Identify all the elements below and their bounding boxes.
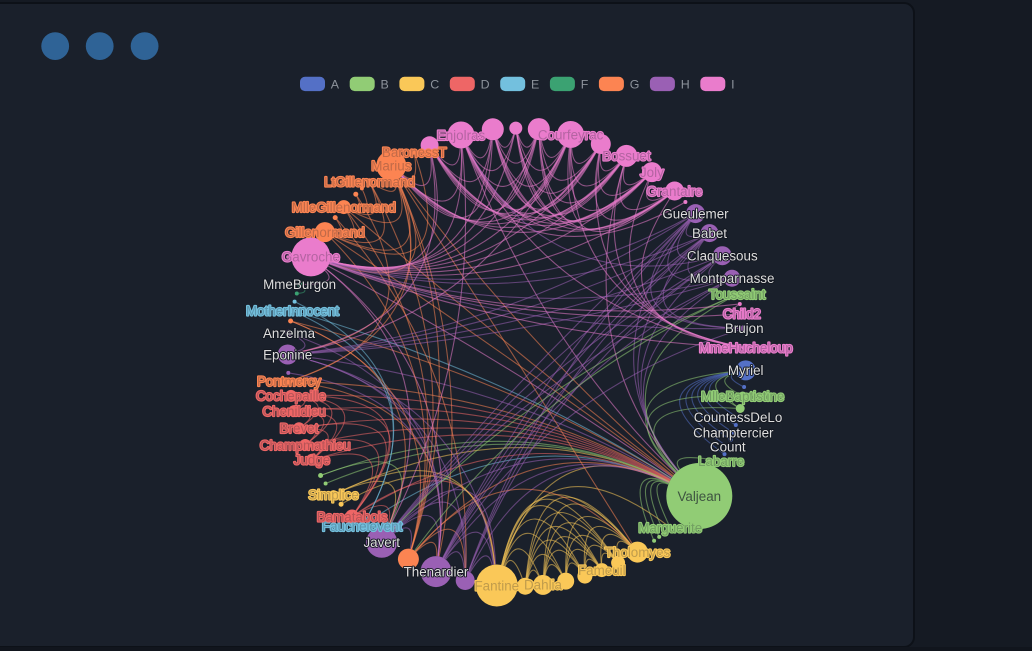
svg-text:Brevet: Brevet: [280, 421, 319, 436]
svg-text:A: A: [331, 78, 340, 92]
svg-text:Child2: Child2: [723, 307, 761, 322]
svg-text:Labarre: Labarre: [698, 454, 744, 469]
svg-text:H: H: [681, 78, 690, 92]
svg-text:Fauchelevent: Fauchelevent: [322, 519, 403, 534]
svg-text:Bossuet: Bossuet: [602, 149, 651, 164]
svg-text:Simplice: Simplice: [308, 487, 359, 502]
svg-text:Count: Count: [710, 440, 746, 455]
svg-text:Pontmercy: Pontmercy: [257, 374, 321, 389]
svg-text:Dahlia: Dahlia: [524, 578, 563, 593]
svg-text:MmeHucheloup: MmeHucheloup: [699, 341, 793, 356]
svg-text:B: B: [381, 78, 389, 92]
svg-text:Champtercier: Champtercier: [693, 425, 774, 440]
svg-text:Javert: Javert: [363, 535, 400, 550]
svg-text:Babet: Babet: [692, 226, 727, 241]
svg-text:Anzelma: Anzelma: [263, 326, 316, 341]
svg-text:Fameuil: Fameuil: [578, 563, 626, 578]
svg-text:Chenildieu: Chenildieu: [262, 404, 325, 419]
svg-text:C: C: [430, 78, 439, 92]
svg-text:Cochepaille: Cochepaille: [256, 389, 326, 404]
svg-text:MotherInnocent: MotherInnocent: [246, 304, 339, 319]
svg-text:Tholomyes: Tholomyes: [605, 545, 671, 560]
svg-text:Enjolras: Enjolras: [437, 128, 486, 143]
svg-text:Myriel: Myriel: [728, 363, 764, 378]
svg-text:Bamatabois: Bamatabois: [317, 509, 388, 524]
svg-text:Grantaire: Grantaire: [647, 184, 703, 199]
svg-text:D: D: [481, 78, 490, 92]
svg-text:Valjean: Valjean: [677, 489, 721, 504]
svg-text:Courfeyrac: Courfeyrac: [538, 127, 604, 142]
svg-text:CountessDeLo: CountessDeLo: [694, 410, 783, 425]
svg-text:Fantine: Fantine: [474, 578, 519, 593]
svg-text:E: E: [531, 78, 539, 92]
svg-text:MlleBaptistine: MlleBaptistine: [701, 389, 784, 404]
svg-text:Gavroche: Gavroche: [282, 250, 340, 265]
svg-text:BaronessT: BaronessT: [382, 145, 447, 160]
svg-text:I: I: [731, 78, 734, 92]
svg-text:Gueulemer: Gueulemer: [662, 206, 729, 221]
svg-text:Marguerite: Marguerite: [638, 520, 702, 535]
svg-text:Gillenormand: Gillenormand: [285, 225, 365, 240]
svg-text:F: F: [581, 78, 589, 92]
svg-text:Brujon: Brujon: [725, 321, 764, 336]
svg-text:Champmathieu: Champmathieu: [260, 438, 351, 453]
svg-text:LtGillenormand: LtGillenormand: [324, 175, 415, 190]
svg-text:Eponine: Eponine: [263, 347, 312, 362]
svg-text:Montparnasse: Montparnasse: [690, 271, 775, 286]
svg-text:MlleGillenormand: MlleGillenormand: [292, 200, 396, 215]
svg-text:Claquesous: Claquesous: [687, 249, 758, 264]
svg-text:Marius: Marius: [371, 158, 411, 173]
svg-text:Judge: Judge: [294, 453, 330, 468]
svg-text:G: G: [630, 78, 640, 92]
svg-text:Thenardier: Thenardier: [404, 564, 469, 579]
svg-text:Toussaint: Toussaint: [709, 287, 766, 302]
svg-text:MmeBurgon: MmeBurgon: [263, 277, 336, 292]
svg-text:Joly: Joly: [640, 165, 664, 180]
